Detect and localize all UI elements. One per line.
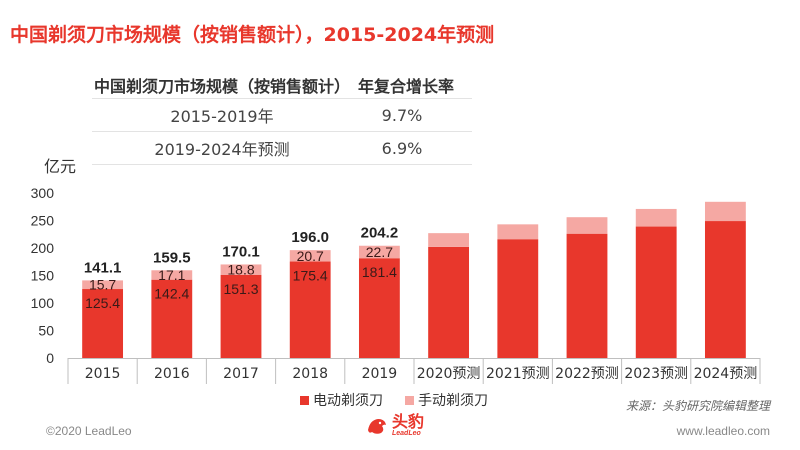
cagr-row: 2019-2024年预测 6.9%: [92, 131, 472, 165]
bar-electric: [635, 226, 677, 358]
cagr-row: 2015-2019年 9.7%: [92, 98, 472, 131]
x-tick-label: 2019: [362, 366, 398, 382]
y-tick-label: 150: [31, 268, 55, 284]
cagr-period: 2019-2024年预测: [154, 140, 290, 159]
bar-electric: [151, 279, 193, 358]
cagr-table-header: 中国剃须刀市场规模（按销售额计） 年复合增长率: [92, 76, 472, 98]
cagr-header-growth-rate: 年复合增长率: [358, 77, 455, 96]
x-tick-label: 2024预测: [694, 366, 758, 382]
x-tick-label: 2023预测: [624, 366, 688, 382]
leopard-logo-icon: [368, 418, 386, 434]
bar-manual: [428, 233, 470, 247]
legend-label-manual: 手动剃须刀: [418, 393, 488, 409]
bar-electric: [566, 233, 608, 358]
bar-manual: [497, 224, 539, 240]
y-tick-label: 200: [31, 240, 55, 256]
cagr-rate: 9.7%: [381, 105, 423, 125]
cagr-period: 2015-2019年: [170, 107, 274, 126]
data-label-total: 170.1: [222, 243, 260, 260]
data-label-manual: 22.7: [366, 244, 393, 260]
data-label-manual: 15.7: [89, 277, 116, 293]
data-label-total: 141.1: [84, 259, 122, 276]
legend-item-electric: 电动剃须刀: [300, 390, 383, 410]
y-tick-label: 300: [31, 185, 55, 201]
legend-label-electric: 电动剃须刀: [313, 393, 383, 409]
data-label-total: 196.0: [291, 229, 329, 246]
data-label-electric: 151.3: [223, 281, 258, 297]
bar-electric: [289, 261, 331, 358]
y-tick-label: 100: [31, 295, 55, 311]
bar-electric: [82, 289, 124, 358]
bar-electric: [428, 246, 470, 358]
data-label-manual: 18.8: [227, 262, 254, 278]
bar-manual: [220, 264, 262, 275]
logo-text-en: LeadLeo: [392, 430, 421, 437]
bar-manual: [289, 250, 331, 262]
y-tick-label: 0: [46, 350, 54, 366]
website-url: www.leadleo.com: [676, 424, 770, 438]
bar-electric: [220, 274, 262, 358]
data-label-manual: 20.7: [297, 248, 324, 264]
data-label-total: 159.5: [153, 249, 191, 266]
x-tick-label: 2020预测: [417, 366, 481, 382]
legend-swatch-manual: [405, 395, 414, 405]
data-label-electric: 181.4: [362, 264, 397, 280]
legend-item-manual: 手动剃须刀: [405, 390, 488, 410]
x-tick-label: 2021预测: [486, 366, 550, 382]
y-tick-label: 50: [38, 323, 54, 339]
data-label-electric: 125.4: [85, 295, 120, 311]
chart-legend: 电动剃须刀 手动剃须刀: [300, 390, 488, 410]
x-tick-label: 2022预测: [555, 366, 619, 382]
data-label-electric: 175.4: [293, 268, 328, 284]
bar-manual: [704, 201, 746, 222]
source-note: 来源：头豹研究院编辑整理: [625, 399, 770, 413]
y-axis-unit-label: 亿元: [44, 157, 77, 176]
cagr-header-market-size: 中国剃须刀市场规模（按销售额计）: [93, 77, 350, 96]
data-label-electric: 142.4: [154, 286, 189, 302]
legend-swatch-electric: [300, 395, 309, 405]
bar-manual: [358, 245, 400, 259]
bar-manual: [566, 217, 608, 234]
x-tick-label: 2017: [223, 366, 259, 382]
page-title: 中国剃须刀市场规模（按销售额计），2015-2024年预测: [10, 24, 495, 46]
data-label-total: 204.2: [361, 225, 399, 242]
copyright: ©2020 LeadLeo: [46, 424, 132, 438]
data-label-manual: 17.1: [158, 267, 185, 283]
bar-electric: [704, 221, 746, 358]
x-tick-label: 2016: [154, 366, 190, 382]
bar-manual: [82, 280, 124, 290]
x-tick-label: 2015: [85, 366, 121, 382]
y-tick-label: 250: [31, 213, 55, 229]
x-tick-label: 2018: [292, 366, 328, 382]
logo-text-cn: 头豹: [392, 412, 425, 431]
cagr-table: 中国剃须刀市场规模（按销售额计） 年复合增长率 2015-2019年 9.7% …: [92, 76, 472, 165]
bar-manual: [151, 270, 193, 280]
brand-logo: 头豹 LeadLeo: [366, 414, 424, 437]
bar-electric: [358, 258, 400, 358]
bar-electric: [497, 239, 539, 358]
bar-manual: [635, 208, 677, 227]
cagr-rate: 6.9%: [381, 138, 423, 158]
